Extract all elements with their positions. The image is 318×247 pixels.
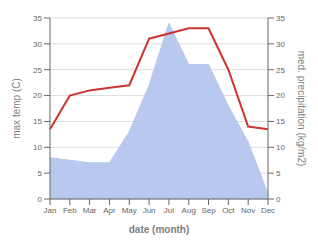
svg-text:Aug: Aug	[182, 206, 196, 215]
svg-text:25: 25	[33, 66, 42, 75]
svg-text:Jun: Jun	[143, 206, 156, 215]
svg-text:10: 10	[33, 143, 42, 152]
svg-text:35: 35	[276, 14, 285, 23]
svg-text:Nov: Nov	[241, 206, 255, 215]
svg-text:Dec: Dec	[261, 206, 275, 215]
svg-text:15: 15	[276, 117, 285, 126]
svg-text:20: 20	[33, 91, 42, 100]
svg-text:max temp (C): max temp (C)	[11, 78, 22, 139]
svg-text:Jul: Jul	[164, 206, 174, 215]
svg-text:35: 35	[33, 14, 42, 23]
svg-text:Feb: Feb	[63, 206, 77, 215]
svg-text:Sep: Sep	[201, 206, 216, 215]
svg-text:30: 30	[276, 40, 285, 49]
svg-text:Jan: Jan	[44, 206, 57, 215]
svg-text:5: 5	[276, 169, 281, 178]
svg-text:med. precipitation (kg/m2): med. precipitation (kg/m2)	[296, 51, 307, 167]
svg-text:May: May	[122, 206, 137, 215]
svg-text:Oct: Oct	[222, 206, 235, 215]
svg-text:20: 20	[276, 91, 285, 100]
svg-text:date (month): date (month)	[129, 224, 190, 235]
svg-text:30: 30	[33, 40, 42, 49]
svg-text:0: 0	[276, 195, 281, 204]
svg-text:15: 15	[33, 117, 42, 126]
svg-text:Mar: Mar	[83, 206, 97, 215]
svg-text:0: 0	[38, 195, 43, 204]
svg-text:5: 5	[38, 169, 43, 178]
svg-text:10: 10	[276, 143, 285, 152]
svg-text:25: 25	[276, 66, 285, 75]
svg-text:Apr: Apr	[103, 206, 116, 215]
